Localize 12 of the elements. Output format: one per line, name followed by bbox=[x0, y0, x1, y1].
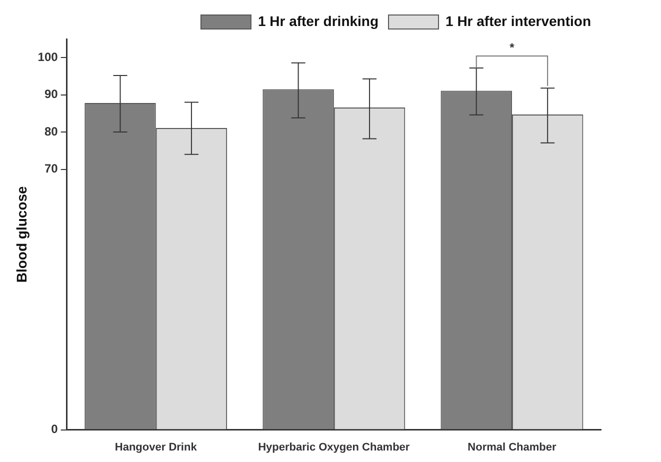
y-tick-label: 0 bbox=[51, 422, 58, 436]
x-tick-label: Hangover Drink bbox=[114, 441, 198, 454]
y-tick-label: 100 bbox=[38, 50, 58, 64]
x-tick-label: Hyperbaric Oxygen Chamber bbox=[258, 441, 410, 454]
y-tick-label: 80 bbox=[44, 124, 58, 138]
legend-label: 1 Hr after intervention bbox=[446, 12, 592, 29]
x-tick-label: Normal Chamber bbox=[468, 441, 558, 454]
annotation: * bbox=[510, 40, 515, 54]
y-tick-label: 90 bbox=[44, 87, 58, 102]
legend-label: 1 Hr after drinking bbox=[258, 12, 379, 29]
y-tick-label: 70 bbox=[44, 162, 58, 176]
y-axis-title: Blood glucose bbox=[13, 186, 30, 283]
